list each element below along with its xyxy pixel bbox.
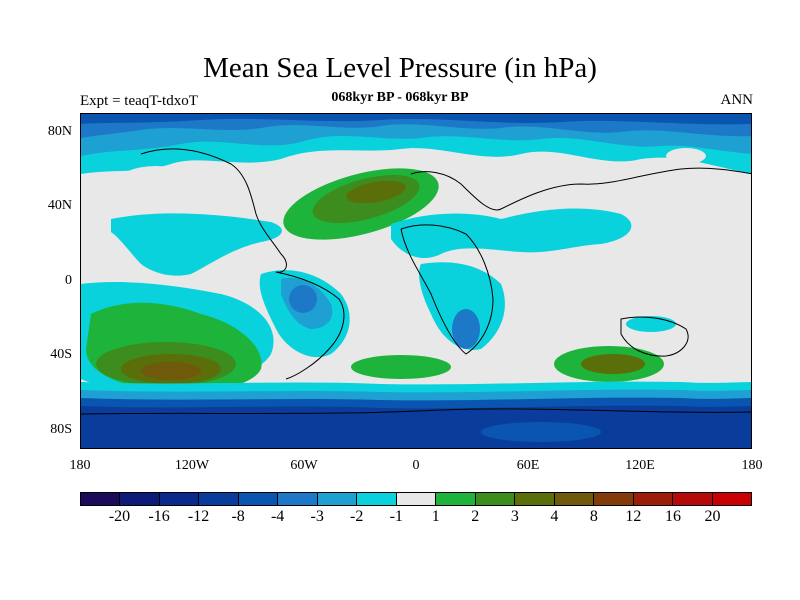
africa-neg-weak [419,262,505,350]
colorbar-label: -2 [350,508,364,525]
satl-pos-weak [351,355,451,379]
north-america-coast [140,148,287,273]
colorbar-cell [357,493,397,505]
samerica-neg-strong [289,285,317,313]
pressure-map [81,114,751,448]
lon-label-180e: 180 [741,458,763,473]
colorbar-label: 20 [704,508,721,525]
chart-title: Mean Sea Level Pressure (in hPa) [203,52,597,84]
season-label: ANN [720,92,754,108]
south-neg-deeper [81,405,751,448]
lat-label-40n: 40N [47,198,72,213]
antarctica-coast [81,408,751,415]
npac-neutral [116,166,196,202]
colorbar-label: -3 [310,508,324,525]
colorbar-label: 4 [550,508,559,525]
colorbar-label: 2 [471,508,480,525]
colorbar-cell [317,493,358,505]
colorbar-label: -4 [270,508,285,525]
colorbar-cell [633,493,674,505]
atlantic-pos-strong [346,180,406,204]
arctic-neutral [666,148,706,164]
colorbar-label: 3 [510,508,519,525]
colorbar-cell [515,493,555,505]
sind-pos-strong [581,354,645,374]
colorbar-cell [673,493,713,505]
north-neg-deep [81,114,751,125]
lat-label-0: 0 [65,273,72,288]
colorbar-cell [554,493,595,505]
lon-label-120w: 120W [174,458,210,473]
map-panel [80,113,752,449]
lon-label-0: 0 [412,458,420,473]
colorbar-label: 1 [431,508,440,525]
colorbar-cell [436,493,476,505]
colorbar-label: 12 [625,508,642,525]
siberia-neutral [571,165,631,193]
lat-label-80n: 80N [47,124,72,139]
colorbar-cell [396,493,437,505]
lon-label-120e: 120E [625,458,655,473]
australia-coast [620,316,689,357]
lon-label-180w: 180 [69,458,91,473]
colorbar-cell [120,493,160,505]
colorbar-cell [238,493,279,505]
colorbar-label: -1 [389,508,403,525]
colorbar-cell [199,493,239,505]
lat-label-80s: 80S [50,422,72,437]
africa-coast [400,224,494,355]
colorbar-label: -16 [148,508,170,525]
indian-neg-weak [626,316,676,332]
lat-label-40s: 40S [50,347,72,362]
eurasia-coast [410,167,751,211]
pacific-neg-weak [111,213,282,276]
africa-neg-strong [452,309,480,349]
colorbar-cell [278,493,318,505]
lon-label-60w: 60W [290,458,318,473]
colorbar-cell [81,493,121,505]
antarctic-patch [481,422,601,442]
colorbar-cell [712,493,751,505]
colorbar-cell [594,493,634,505]
spac-pos-peak [141,362,201,380]
experiment-label: Expt = teaqT-tdxoT [80,93,198,109]
colorbar-label: 8 [589,508,598,525]
colorbar-label: 16 [664,508,681,525]
colorbar [80,492,752,506]
eurasia-neg-weak [391,208,632,259]
colorbar-cell [475,493,516,505]
colorbar-label: -20 [108,508,131,525]
colorbar-label: -8 [231,508,245,525]
south-america-coast [275,271,345,380]
chart-subtitle: 068kyr BP - 068kyr BP [331,90,469,105]
coastlines [81,148,751,415]
colorbar-label: -12 [187,508,210,525]
colorbar-cell [159,493,200,505]
lon-label-60e: 60E [516,458,540,473]
